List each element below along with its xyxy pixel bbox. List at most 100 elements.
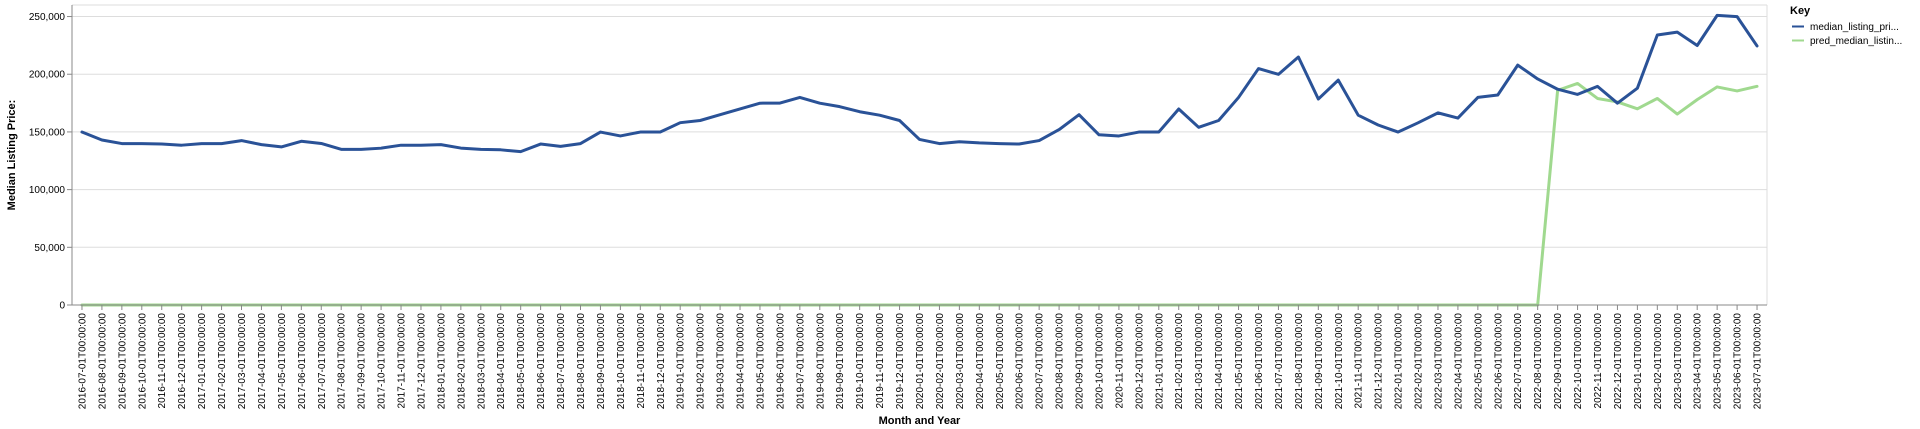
gridlines	[72, 4, 1768, 306]
x-tick-label: 2016-09-01T00:00:00	[117, 313, 128, 410]
x-tick-label: 2022-02-01T00:00:00	[1414, 313, 1425, 410]
x-tick-label: 2020-08-01T00:00:00	[1055, 313, 1066, 410]
x-tick-label: 2023-01-01T00:00:00	[1633, 313, 1644, 410]
x-tick-label: 2020-06-01T00:00:00	[1015, 313, 1026, 410]
x-tick-label: 2023-07-01T00:00:00	[1753, 313, 1764, 410]
x-tick-label: 2022-12-01T00:00:00	[1613, 313, 1624, 410]
x-tick-label: 2020-12-01T00:00:00	[1134, 313, 1145, 410]
x-tick-label: 2019-03-01T00:00:00	[716, 313, 727, 410]
x-tick-label: 2019-05-01T00:00:00	[755, 313, 766, 410]
x-tick-label: 2017-06-01T00:00:00	[297, 313, 308, 410]
x-tick-label: 2018-10-01T00:00:00	[616, 313, 627, 410]
x-tick-label: 2019-11-01T00:00:00	[875, 313, 886, 409]
x-tick-label: 2019-02-01T00:00:00	[696, 313, 707, 410]
x-tick-label: 2021-08-01T00:00:00	[1294, 313, 1305, 410]
y-tick-label: 250,000	[29, 12, 66, 23]
legend-label: pred_median_listin...	[1810, 36, 1902, 47]
x-tick-label: 2021-03-01T00:00:00	[1194, 313, 1205, 410]
x-tick-label: 2017-09-01T00:00:00	[357, 313, 368, 410]
y-tick-label: 50,000	[34, 243, 65, 254]
x-tick-label: 2022-05-01T00:00:00	[1473, 313, 1484, 410]
x-tick-label: 2017-05-01T00:00:00	[277, 313, 288, 410]
x-tick-label: 2018-05-01T00:00:00	[516, 313, 527, 410]
axes: Median Listing Price: Month and Year 0 50…	[6, 5, 1767, 427]
x-tick-label: 2017-03-01T00:00:00	[237, 313, 248, 410]
x-tick-label: 2019-01-01T00:00:00	[676, 313, 687, 410]
x-tick-label: 2019-06-01T00:00:00	[775, 313, 786, 410]
x-tick-label: 2018-11-01T00:00:00	[636, 313, 647, 409]
x-tick-label: 2019-08-01T00:00:00	[815, 313, 826, 410]
x-tick-label: 2018-01-01T00:00:00	[436, 313, 447, 410]
legend: Key median_listing_pri... pred_median_lis…	[1790, 5, 1902, 47]
y-tick-label: 100,000	[29, 185, 66, 196]
x-tick-label: 2020-10-01T00:00:00	[1094, 313, 1105, 410]
x-tick-label: 2018-09-01T00:00:00	[596, 313, 607, 410]
x-tick-label: 2020-07-01T00:00:00	[1035, 313, 1046, 410]
x-tick-label: 2022-04-01T00:00:00	[1453, 313, 1464, 410]
x-tick-label: 2022-03-01T00:00:00	[1433, 313, 1444, 410]
x-tick-label: 2021-06-01T00:00:00	[1254, 313, 1265, 410]
x-tick-label: 2016-11-01T00:00:00	[157, 313, 168, 409]
x-tick-label: 2016-12-01T00:00:00	[177, 313, 188, 410]
x-tick-label: 2019-09-01T00:00:00	[835, 313, 846, 410]
x-tick-label: 2020-02-01T00:00:00	[935, 313, 946, 410]
x-tick-label: 2018-04-01T00:00:00	[496, 313, 507, 410]
x-tick-label: 2023-06-01T00:00:00	[1733, 313, 1744, 410]
y-tick-label: 150,000	[29, 127, 66, 138]
x-tick-label: 2016-10-01T00:00:00	[137, 313, 148, 410]
x-tick-label: 2016-07-01T00:00:00	[77, 313, 88, 410]
y-tick-label: 200,000	[29, 70, 66, 81]
series-line-median-listing-pri	[80, 13, 1759, 154]
x-tick-label: 2022-11-01T00:00:00	[1593, 313, 1604, 409]
x-axis-title: Month and Year	[879, 415, 961, 427]
x-tick-label: 2023-03-01T00:00:00	[1673, 313, 1684, 410]
x-tick-label: 2023-04-01T00:00:00	[1693, 313, 1704, 410]
x-tick-label: 2022-06-01T00:00:00	[1493, 313, 1504, 410]
x-tick-label: 2022-01-01T00:00:00	[1394, 313, 1405, 410]
x-tick-label: 2021-07-01T00:00:00	[1274, 313, 1285, 410]
x-tick-label: 2020-01-01T00:00:00	[915, 313, 926, 410]
y-axis-title: Median Listing Price:	[6, 100, 18, 211]
x-tick-label: 2020-04-01T00:00:00	[975, 313, 986, 410]
x-tick-label: 2018-03-01T00:00:00	[476, 313, 487, 410]
series-line-pred-median-listin	[80, 81, 1759, 307]
x-tick-label: 2021-12-01T00:00:00	[1374, 313, 1385, 410]
x-tick-label: 2016-08-01T00:00:00	[97, 313, 108, 410]
x-tick-label: 2018-07-01T00:00:00	[556, 313, 567, 410]
x-tick-label: 2019-10-01T00:00:00	[855, 313, 866, 410]
x-tick-label: 2022-09-01T00:00:00	[1553, 313, 1564, 410]
x-tick-label: 2017-11-01T00:00:00	[397, 313, 408, 409]
x-tick-label: 2018-12-01T00:00:00	[656, 313, 667, 410]
x-tick-label: 2023-02-01T00:00:00	[1653, 313, 1664, 410]
x-tick-label: 2021-02-01T00:00:00	[1174, 313, 1185, 410]
x-tick-label: 2022-08-01T00:00:00	[1533, 313, 1544, 410]
y-tick-label: 0	[59, 301, 65, 312]
x-tick-label: 2019-04-01T00:00:00	[736, 313, 747, 410]
legend-label: median_listing_pri...	[1810, 22, 1899, 33]
x-tick-label: 2017-04-01T00:00:00	[257, 313, 268, 410]
x-tick-label: 2018-06-01T00:00:00	[536, 313, 547, 410]
x-tick-label: 2017-08-01T00:00:00	[337, 313, 348, 410]
x-tick-label: 2017-07-01T00:00:00	[317, 313, 328, 410]
x-tick-label: 2021-01-01T00:00:00	[1154, 313, 1165, 410]
x-tick-label: 2020-09-01T00:00:00	[1075, 313, 1086, 410]
x-tick-label: 2020-03-01T00:00:00	[955, 313, 966, 410]
x-tick-label: 2022-10-01T00:00:00	[1573, 313, 1584, 410]
x-tick-label: 2020-05-01T00:00:00	[995, 313, 1006, 410]
x-tick-label: 2019-07-01T00:00:00	[795, 313, 806, 410]
legend-title: Key	[1790, 5, 1811, 17]
x-tick-label: 2023-05-01T00:00:00	[1713, 313, 1724, 410]
series-lines	[80, 13, 1759, 307]
x-tick-label: 2017-01-01T00:00:00	[197, 313, 208, 410]
x-tick-label: 2017-10-01T00:00:00	[377, 313, 388, 410]
x-tick-label: 2017-12-01T00:00:00	[416, 313, 427, 410]
x-tick-label: 2021-09-01T00:00:00	[1314, 313, 1325, 410]
x-tick-label: 2018-02-01T00:00:00	[456, 313, 467, 410]
x-tick-label: 2021-10-01T00:00:00	[1334, 313, 1345, 410]
x-tick-label: 2022-07-01T00:00:00	[1513, 313, 1524, 410]
x-tick-label: 2021-11-01T00:00:00	[1354, 313, 1365, 409]
x-tick-label: 2021-04-01T00:00:00	[1214, 313, 1225, 410]
x-tick-label: 2021-05-01T00:00:00	[1234, 313, 1245, 410]
x-tick-label: 2017-02-01T00:00:00	[217, 313, 228, 410]
